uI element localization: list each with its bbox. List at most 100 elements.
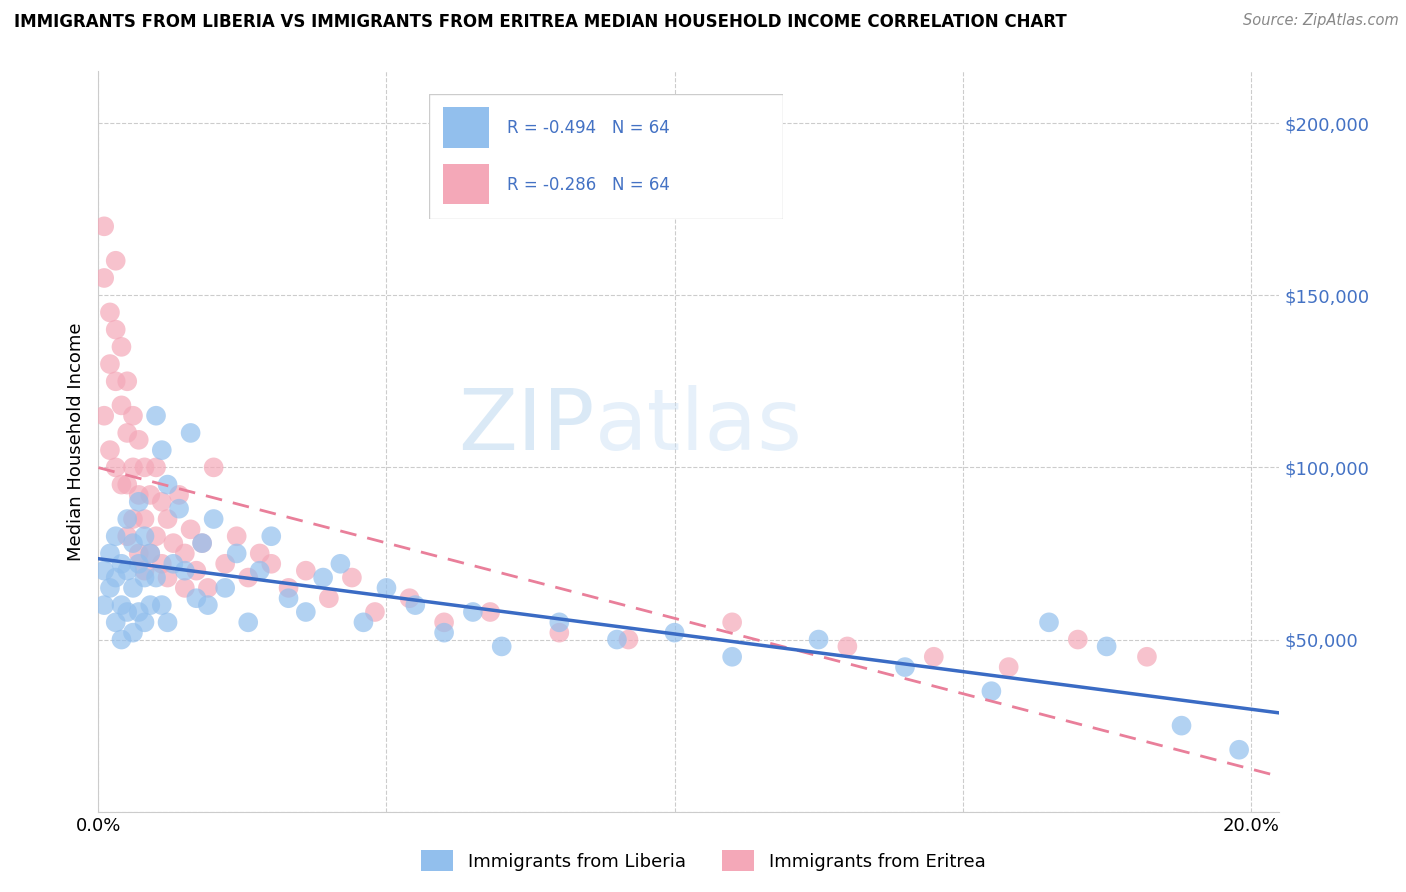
Point	[145, 409, 167, 423]
Point	[122, 581, 145, 595]
Point	[134, 512, 156, 526]
Point	[145, 529, 167, 543]
Point	[479, 605, 502, 619]
Point	[191, 536, 214, 550]
Point	[1227, 743, 1250, 757]
Point	[156, 477, 179, 491]
Point	[115, 529, 138, 543]
Point	[837, 640, 859, 654]
Text: atlas: atlas	[595, 385, 803, 468]
Point	[162, 557, 184, 571]
Point	[110, 398, 132, 412]
Point	[134, 570, 156, 584]
Point	[139, 546, 162, 560]
Point	[238, 570, 260, 584]
Point	[115, 477, 138, 491]
Point	[180, 425, 202, 440]
Point	[617, 632, 640, 647]
Point	[122, 409, 145, 423]
Point	[98, 581, 121, 595]
Point	[128, 546, 150, 560]
Point	[186, 591, 208, 606]
Point	[352, 615, 374, 630]
Point	[93, 409, 115, 423]
Point	[295, 605, 318, 619]
Point	[93, 598, 115, 612]
Point	[139, 488, 162, 502]
Point	[104, 615, 127, 630]
Text: ZIP: ZIP	[458, 385, 595, 468]
Point	[150, 557, 173, 571]
Point	[115, 374, 138, 388]
Point	[1170, 718, 1192, 732]
Point	[364, 605, 387, 619]
Point	[404, 598, 426, 612]
Point	[1095, 640, 1118, 654]
Point	[128, 433, 150, 447]
Point	[197, 581, 219, 595]
Point	[191, 536, 214, 550]
Point	[214, 557, 236, 571]
Point	[150, 495, 173, 509]
Point	[277, 591, 299, 606]
Point	[104, 529, 127, 543]
Point	[156, 615, 179, 630]
Point	[433, 615, 456, 630]
Text: Source: ZipAtlas.com: Source: ZipAtlas.com	[1243, 13, 1399, 29]
Point	[98, 546, 121, 560]
Point	[115, 564, 138, 578]
Point	[167, 488, 190, 502]
Point	[180, 522, 202, 536]
Point	[139, 598, 162, 612]
Point	[145, 570, 167, 584]
Point	[548, 615, 571, 630]
Point	[214, 581, 236, 595]
Point	[93, 219, 115, 234]
Point	[115, 512, 138, 526]
Point	[1136, 649, 1159, 664]
Point	[98, 305, 121, 319]
Point	[721, 649, 744, 664]
Point	[197, 598, 219, 612]
Point	[980, 684, 1002, 698]
Point	[145, 460, 167, 475]
Point	[1067, 632, 1090, 647]
Point	[173, 564, 195, 578]
Point	[93, 271, 115, 285]
Point	[104, 253, 127, 268]
Point	[225, 546, 247, 560]
Point	[104, 460, 127, 475]
Point	[1038, 615, 1060, 630]
Point	[122, 512, 145, 526]
Point	[150, 443, 173, 458]
Point	[249, 546, 271, 560]
Point	[104, 570, 127, 584]
Point	[110, 340, 132, 354]
Text: IMMIGRANTS FROM LIBERIA VS IMMIGRANTS FROM ERITREA MEDIAN HOUSEHOLD INCOME CORRE: IMMIGRANTS FROM LIBERIA VS IMMIGRANTS FR…	[14, 13, 1067, 31]
Point	[104, 323, 127, 337]
Point	[491, 640, 513, 654]
Point	[162, 536, 184, 550]
Point	[134, 460, 156, 475]
Point	[115, 605, 138, 619]
Point	[128, 495, 150, 509]
Point	[122, 460, 145, 475]
Point	[225, 529, 247, 543]
Point	[93, 564, 115, 578]
Point	[134, 615, 156, 630]
Point	[128, 488, 150, 502]
Point	[110, 632, 132, 647]
Point	[128, 605, 150, 619]
Point	[807, 632, 830, 647]
Point	[894, 660, 917, 674]
Point	[134, 564, 156, 578]
Point	[202, 512, 225, 526]
Y-axis label: Median Household Income: Median Household Income	[66, 322, 84, 561]
Point	[312, 570, 335, 584]
Point	[104, 374, 127, 388]
Point	[122, 625, 145, 640]
Point	[260, 557, 283, 571]
Point	[260, 529, 283, 543]
Point	[156, 570, 179, 584]
Point	[548, 625, 571, 640]
